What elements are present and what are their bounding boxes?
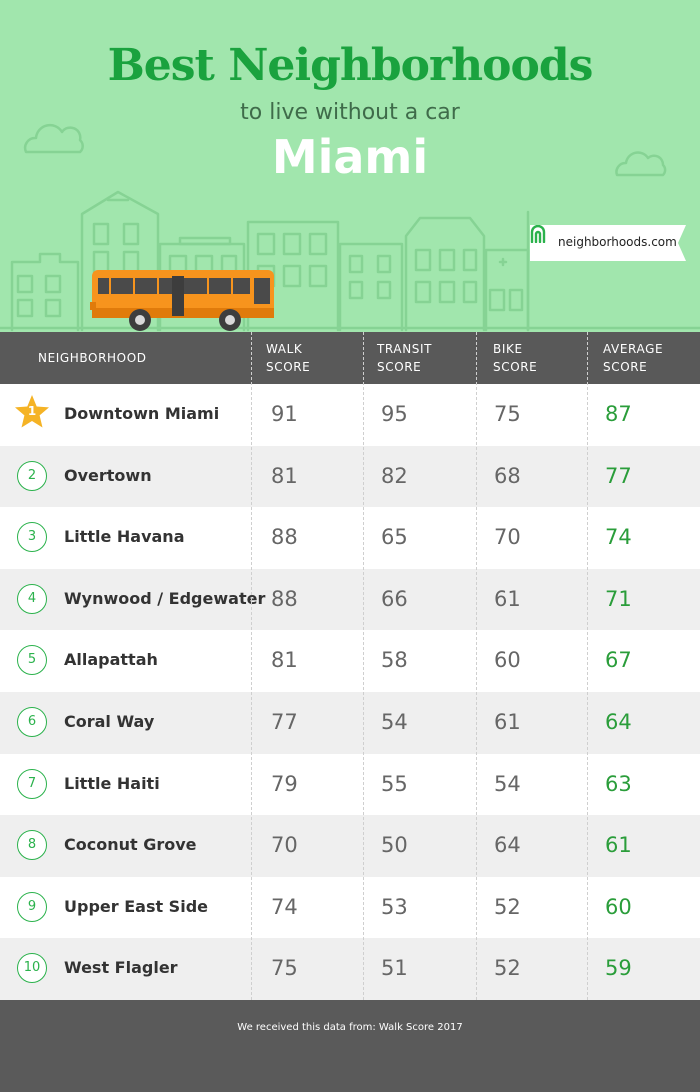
transit-score: 95	[381, 402, 408, 426]
bike-score: 61	[494, 586, 521, 611]
table-row: 6 Coral Way 77 54 61 64	[0, 691, 700, 754]
transit-score: 51	[381, 956, 408, 981]
neighborhood-name: Upper East Side	[64, 896, 208, 916]
page-subtitle: to live without a car	[240, 100, 460, 125]
average-score: 77	[605, 463, 632, 488]
col-header-average-score: AVERAGE SCORE	[603, 342, 664, 374]
neighborhood-name: West Flagler	[64, 958, 178, 978]
column-divider	[251, 332, 252, 1000]
transit-score: 54	[381, 709, 408, 734]
walk-score: 70	[271, 833, 298, 858]
city-name: Miami	[271, 130, 429, 184]
bike-score: 54	[494, 771, 521, 796]
average-score: 59	[605, 956, 632, 981]
average-score: 67	[605, 648, 632, 673]
average-score: 63	[605, 771, 632, 796]
walk-score: 81	[271, 463, 298, 488]
transit-score: 50	[381, 833, 408, 858]
walk-score: 79	[271, 771, 298, 796]
bike-score: 70	[494, 525, 521, 550]
bike-score: 52	[494, 894, 521, 919]
rank-badge: 9	[17, 891, 47, 922]
table-row: 8 Coconut Grove 70 50 64 61	[0, 815, 700, 877]
bike-score: 52	[494, 956, 521, 981]
table-row: 1 Downtown Miami 91 95 75 87	[0, 384, 700, 446]
table-row: 9 Upper East Side 74 53 52 60	[0, 876, 700, 939]
table-row: 2 Overtown 81 82 68 77	[0, 445, 700, 508]
logo-mark-icon	[530, 225, 546, 243]
data-source-note: We received this data from: Walk Score 2…	[237, 1022, 463, 1033]
column-divider	[363, 332, 364, 1000]
walk-score: 75	[271, 956, 298, 981]
neighborhood-name: Little Haiti	[64, 773, 160, 793]
average-score: 61	[605, 833, 632, 858]
col-header-walk-score: WALK SCORE	[266, 342, 311, 374]
rank-badge: 5	[17, 645, 47, 676]
table-row: 4 Wynwood / Edgewater 88 66 61 71	[0, 568, 700, 631]
rank-badge: 7	[17, 768, 47, 799]
star-icon: 1	[14, 394, 50, 430]
page-title: Best Neighborhoods	[107, 40, 594, 91]
rank-badge: 8	[17, 830, 47, 861]
rank-number: 1	[27, 404, 37, 418]
col-header-neighborhood: NEIGHBORHOOD	[38, 351, 147, 365]
average-score: 87	[605, 402, 632, 426]
bus-illustration	[90, 270, 274, 331]
table-row: 7 Little Haiti 79 55 54 63	[0, 753, 700, 816]
bike-score: 61	[494, 709, 521, 734]
bike-score: 68	[494, 463, 521, 488]
average-score: 60	[605, 894, 632, 919]
neighborhood-name: Coconut Grove	[64, 835, 197, 855]
neighborhoods-logo[interactable]: neighborhoods.com	[530, 225, 686, 261]
walk-score: 74	[271, 894, 298, 919]
transit-score: 66	[381, 586, 408, 611]
footer: We received this data from: Walk Score 2…	[0, 1000, 700, 1092]
transit-score: 58	[381, 648, 408, 673]
column-divider	[476, 332, 477, 1000]
bike-score: 64	[494, 833, 521, 858]
table-header: NEIGHBORHOOD WALK SCORE TRANSIT SCORE BI…	[0, 332, 700, 384]
rank-badge: 3	[17, 522, 47, 553]
col-header-transit-score: TRANSIT SCORE	[377, 342, 433, 374]
transit-score: 55	[381, 771, 408, 796]
table-row: 3 Little Havana 88 65 70 74	[0, 507, 700, 569]
walk-score: 77	[271, 709, 298, 734]
logo-text: neighborhoods.com	[558, 235, 677, 249]
transit-score: 82	[381, 463, 408, 488]
average-score: 71	[605, 586, 632, 611]
walk-score: 88	[271, 586, 298, 611]
neighborhood-name: Coral Way	[64, 711, 155, 731]
neighborhood-name: Overtown	[64, 465, 152, 485]
rank-badge: 2	[17, 460, 47, 491]
rank-badge: 6	[17, 706, 47, 737]
transit-score: 53	[381, 894, 408, 919]
col-header-bike-score: BIKE SCORE	[493, 342, 538, 374]
walk-score: 81	[271, 648, 298, 673]
table-row: 5 Allapattah 81 58 60 67	[0, 630, 700, 692]
rankings-table: 1 Downtown Miami 91 95 75 87 2 Overtown …	[0, 384, 700, 1000]
rank-badge: 4	[17, 583, 47, 614]
bike-score: 60	[494, 648, 521, 673]
rank-badge: 10	[17, 953, 47, 984]
table-row: 10 West Flagler 75 51 52 59	[0, 938, 700, 1000]
transit-score: 65	[381, 525, 408, 550]
neighborhood-name: Wynwood / Edgewater	[64, 588, 266, 608]
average-score: 64	[605, 709, 632, 734]
walk-score: 88	[271, 525, 298, 550]
neighborhood-name: Allapattah	[64, 650, 158, 670]
neighborhood-name: Little Havana	[64, 527, 185, 547]
bike-score: 75	[494, 402, 521, 426]
neighborhood-name: Downtown Miami	[64, 404, 220, 423]
walk-score: 91	[271, 402, 298, 426]
column-divider	[587, 332, 588, 1000]
average-score: 74	[605, 525, 632, 550]
hero-banner: Best Neighborhoods to live without a car…	[0, 0, 700, 332]
